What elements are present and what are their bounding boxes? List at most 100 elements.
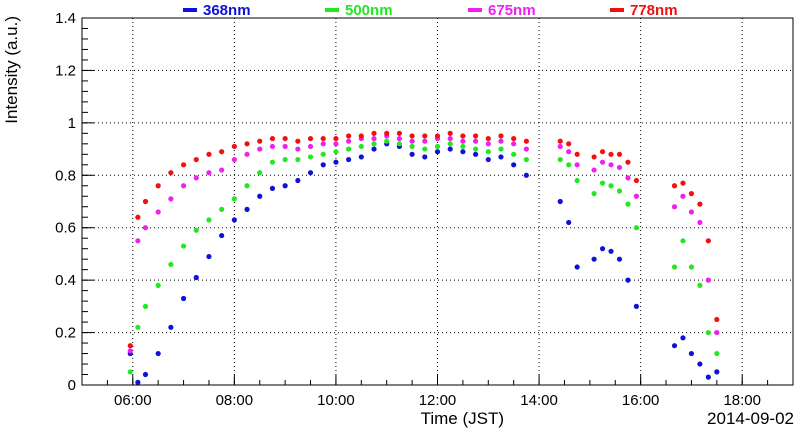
data-point (434, 149, 441, 155)
data-point (320, 135, 326, 142)
data-point (409, 143, 415, 150)
data-point (608, 151, 614, 157)
data-point (498, 146, 504, 152)
y-tick-label: 0.8 (55, 167, 76, 184)
data-point (244, 141, 250, 147)
data-point (472, 146, 479, 152)
data-point (511, 151, 517, 157)
grid (82, 17, 793, 386)
data-point (282, 183, 288, 189)
data-point (206, 151, 212, 157)
data-point (219, 167, 225, 173)
data-point (320, 162, 326, 168)
data-point (155, 209, 161, 215)
data-point (447, 141, 453, 147)
data-point (460, 149, 466, 155)
data-point (358, 133, 364, 139)
axis-ticks: 06:00 08:00 10:00 12:00 14:00 16:00 18:00 0 0.2 0… (55, 10, 794, 409)
plot-data (127, 130, 720, 385)
data-point (697, 282, 703, 288)
data-point (472, 138, 479, 144)
data-point (307, 143, 314, 150)
data-point (574, 264, 580, 270)
data-point (591, 256, 597, 262)
data-point (371, 146, 377, 152)
data-point (680, 238, 686, 244)
y-tick-label: 0.6 (55, 220, 76, 237)
data-point (625, 159, 631, 165)
data-point (155, 350, 161, 357)
data-point (396, 141, 403, 147)
data-point (180, 295, 187, 302)
data-point (705, 329, 711, 336)
data-point (371, 141, 377, 147)
data-point (135, 214, 141, 220)
data-point (633, 177, 640, 184)
data-point (307, 135, 314, 142)
data-point (557, 198, 563, 205)
data-point (384, 130, 390, 136)
data-point (460, 138, 466, 144)
data-point (633, 225, 640, 231)
data-point (616, 188, 623, 194)
legend-entry: 778nm (630, 2, 678, 19)
data-point (511, 135, 517, 142)
data-point (472, 133, 479, 139)
data-point (206, 217, 212, 223)
data-point (135, 324, 141, 330)
x-axis-title: Time (JST) (421, 409, 504, 428)
data-point (422, 154, 428, 160)
data-point (231, 143, 237, 150)
data-point (599, 159, 606, 165)
data-point (295, 156, 301, 163)
data-point (142, 225, 149, 231)
x-tick-label: 18:00 (723, 392, 761, 409)
data-point (269, 185, 276, 191)
data-point (705, 238, 711, 244)
y-tick-label: 0 (68, 377, 76, 394)
data-point (574, 151, 580, 157)
data-point (168, 196, 174, 202)
data-point (409, 138, 415, 144)
y-axis-title: Intensity (a.u.) (2, 16, 21, 124)
data-point (193, 156, 199, 163)
x-tick-label: 12:00 (419, 392, 457, 409)
data-point (346, 138, 352, 144)
data-point (688, 191, 695, 197)
data-point (434, 133, 441, 139)
x-tick-label: 06:00 (114, 392, 152, 409)
data-point (498, 138, 504, 144)
data-point (269, 143, 276, 150)
data-point (257, 193, 263, 199)
data-point (599, 149, 606, 155)
legend-entry: 368nm (203, 2, 251, 19)
data-point (180, 162, 187, 168)
legend: 368nm 500nm 675nm 778nm (183, 2, 678, 19)
data-point (282, 156, 288, 163)
data-point (295, 138, 301, 144)
data-point (485, 141, 491, 147)
data-point (714, 329, 720, 336)
legend-entry: 500nm (345, 2, 393, 19)
data-point (591, 167, 597, 173)
data-point (566, 162, 572, 168)
data-point (193, 227, 199, 233)
data-point (135, 238, 141, 244)
plot-frame (81, 17, 794, 386)
data-point (282, 135, 288, 142)
data-point (219, 232, 225, 239)
data-point (688, 350, 695, 357)
data-point (180, 243, 187, 249)
data-point (485, 135, 491, 142)
date-label: 2014-09-02 (707, 409, 794, 428)
data-point (697, 201, 703, 207)
data-point (409, 133, 415, 139)
data-point (523, 146, 529, 152)
data-point (566, 149, 572, 155)
data-point (358, 154, 364, 160)
data-point (591, 191, 597, 197)
data-point (231, 196, 237, 202)
data-point (566, 219, 572, 226)
data-point (333, 159, 339, 165)
